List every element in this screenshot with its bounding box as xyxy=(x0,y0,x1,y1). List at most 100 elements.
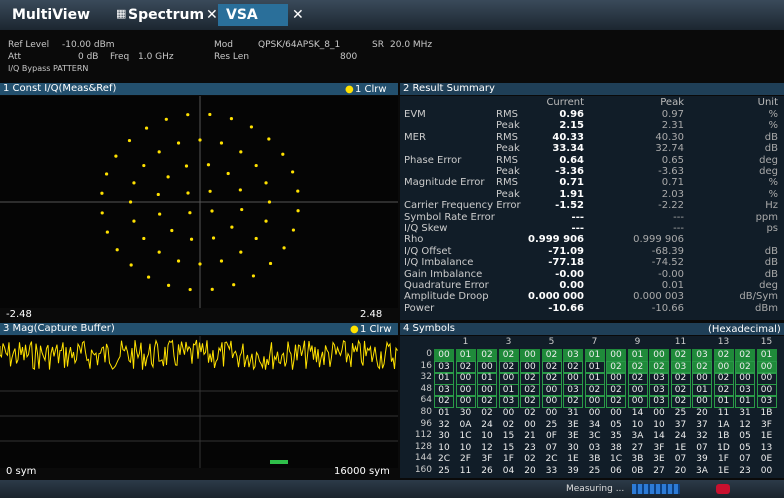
symbol-value: 3C xyxy=(588,431,601,442)
peak-value: 0.65 xyxy=(661,154,684,166)
unit: Hz xyxy=(765,200,778,212)
column-label: 5 xyxy=(548,337,555,347)
symbol-value: 0F xyxy=(546,431,557,442)
symbol-point xyxy=(128,200,133,204)
symbol-value: 1F xyxy=(718,454,729,465)
symbol-value: 21 xyxy=(524,431,536,442)
progress-bar xyxy=(632,484,680,494)
symbol-value: 33 xyxy=(545,466,558,476)
symbol-value: 3E xyxy=(567,419,579,430)
tab-icon: ▦ xyxy=(116,7,127,20)
symbol-value: 11 xyxy=(717,408,730,418)
symbol-point xyxy=(170,228,174,233)
symbol-point xyxy=(132,219,136,223)
row-sublabel: RMS xyxy=(496,154,518,166)
symbol-point xyxy=(127,138,132,143)
symbol-value: 0E xyxy=(760,454,773,465)
symbol-value: 02 xyxy=(477,349,497,362)
current-value: 33.34 xyxy=(552,143,584,155)
symbol-point xyxy=(198,138,202,142)
symbol-point xyxy=(264,219,268,223)
row-index: 160 xyxy=(414,465,432,475)
symbol-value: 0A xyxy=(459,419,472,430)
symbol-value: 1E xyxy=(674,442,687,453)
tab-close[interactable]: ✕ xyxy=(292,7,304,23)
symbol-value: 39 xyxy=(567,466,579,476)
symbol-point xyxy=(114,154,118,158)
symbol-point xyxy=(296,189,300,193)
label: SR xyxy=(372,40,384,50)
current-value: --- xyxy=(571,223,584,234)
symbol-value: 00 xyxy=(545,408,558,418)
row-sublabel: Peak xyxy=(496,166,520,177)
row-index: 64 xyxy=(420,395,432,406)
row-label: Quadrature Error xyxy=(404,280,489,291)
trace-dot: ● xyxy=(350,324,359,335)
unit: dB xyxy=(764,245,778,257)
symbol-value: 25 xyxy=(545,419,558,430)
symbol-point xyxy=(157,150,161,154)
symbol-value: 02 xyxy=(670,395,691,409)
symbol-value: 02 xyxy=(713,349,734,362)
symbol-point xyxy=(211,236,216,240)
symbol-value: 01 xyxy=(584,349,605,362)
symbol-value: 02 xyxy=(481,408,493,418)
row-sublabel: Peak xyxy=(496,188,520,200)
row-index: 32 xyxy=(420,372,432,383)
unit: dB xyxy=(764,268,778,280)
value: -10.00 dBm xyxy=(62,40,115,50)
row-sublabel: Peak xyxy=(496,120,520,132)
row-label: I/Q Imbalance xyxy=(404,257,474,269)
symbol-point xyxy=(291,170,295,174)
symbol-point xyxy=(189,237,194,241)
symbol-value: 04 xyxy=(502,466,515,476)
symbol-value: 25 xyxy=(674,408,687,418)
symbol-point xyxy=(281,152,285,156)
symbol-point xyxy=(268,261,273,266)
symbol-value: 00 xyxy=(653,408,665,418)
symbol-value: 05 xyxy=(739,442,751,453)
symbol-value: 30 xyxy=(438,431,450,442)
current-value: -10.66 xyxy=(548,302,584,314)
row-label: Gain Imbalance xyxy=(404,268,483,280)
symbol-value: 15 xyxy=(502,442,515,453)
unit: dB xyxy=(764,131,778,143)
peak-value: 32.74 xyxy=(655,143,684,155)
symbol-point xyxy=(186,113,190,117)
symbol-point xyxy=(176,141,181,145)
symbol-value: 03 xyxy=(498,395,519,409)
unit: % xyxy=(768,177,778,189)
current-value: 40.33 xyxy=(552,131,584,143)
symbol-value: 02 xyxy=(541,349,562,362)
column-header: Unit xyxy=(757,97,778,108)
symbol-point xyxy=(239,250,243,254)
symbol-point xyxy=(132,181,136,185)
tab[interactable]: MultiView xyxy=(12,7,91,23)
row-sublabel: Peak xyxy=(496,143,520,155)
symbol-value: 27 xyxy=(631,442,644,453)
row-index: 80 xyxy=(420,407,432,417)
symbol-value: 20 xyxy=(696,408,708,418)
panel-title: 2 Result Summary xyxy=(400,83,784,95)
current-value: 0.71 xyxy=(559,177,584,189)
peak-value: -10.66 xyxy=(651,302,684,314)
tab-bar xyxy=(0,0,784,30)
peak-value: --- xyxy=(673,223,684,234)
row-index: 16 xyxy=(420,360,432,371)
symbol-value: 02 xyxy=(524,454,536,465)
column-label: 15 xyxy=(760,337,773,347)
tab-close[interactable]: ✕ xyxy=(206,7,218,23)
current-value: -0.00 xyxy=(555,268,584,280)
symbol-point xyxy=(158,212,162,216)
symbol-value: 23 xyxy=(524,442,536,453)
symbol-point xyxy=(226,171,230,176)
tab[interactable]: VSA xyxy=(218,4,288,26)
symbol-point xyxy=(282,246,286,250)
tab[interactable]: Spectrum xyxy=(128,7,205,23)
column-header: Current xyxy=(546,97,584,108)
symbol-point xyxy=(104,172,109,176)
symbol-value: 27 xyxy=(653,466,665,476)
symbol-value: 01 xyxy=(756,349,777,362)
unit: dB/Sym xyxy=(739,291,778,303)
symbol-point xyxy=(100,191,104,195)
